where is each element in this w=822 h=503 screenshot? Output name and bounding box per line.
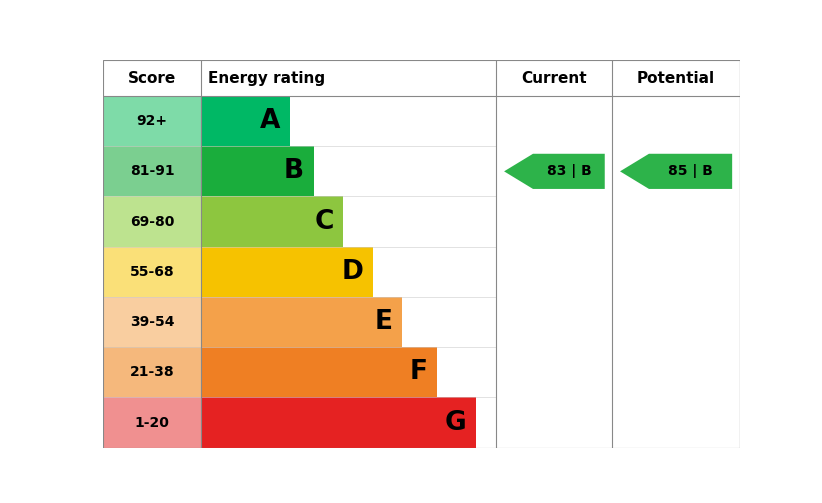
Bar — [201, 397, 496, 448]
Bar — [496, 297, 612, 347]
Text: G: G — [445, 409, 466, 436]
Bar — [201, 96, 496, 146]
Bar — [201, 146, 313, 197]
Bar — [201, 397, 476, 448]
Polygon shape — [620, 154, 732, 189]
Text: Score: Score — [128, 71, 176, 86]
Bar — [201, 297, 496, 347]
Text: 21-38: 21-38 — [130, 365, 174, 379]
Bar — [201, 347, 496, 397]
Bar — [612, 197, 740, 246]
Bar — [496, 146, 612, 197]
Bar — [103, 347, 201, 397]
Bar — [201, 297, 402, 347]
Bar — [103, 146, 201, 197]
Bar — [612, 246, 740, 297]
Bar — [201, 96, 290, 146]
Text: B: B — [284, 158, 304, 185]
Bar — [103, 297, 201, 347]
Text: 1-20: 1-20 — [135, 415, 169, 430]
Text: A: A — [260, 108, 280, 134]
Bar — [612, 96, 740, 146]
Bar — [496, 397, 612, 448]
Bar — [103, 246, 201, 297]
Text: 92+: 92+ — [136, 114, 168, 128]
Text: Current: Current — [522, 71, 587, 86]
Bar — [496, 96, 612, 146]
Text: 55-68: 55-68 — [130, 265, 174, 279]
Bar — [201, 246, 496, 297]
Bar — [201, 197, 343, 246]
Text: F: F — [410, 359, 428, 385]
Text: 83 | B: 83 | B — [547, 164, 591, 179]
Bar — [496, 197, 612, 246]
Polygon shape — [504, 154, 605, 189]
Bar — [103, 197, 201, 246]
Bar — [612, 146, 740, 197]
Bar — [496, 246, 612, 297]
Text: 85 | B: 85 | B — [668, 164, 713, 179]
Bar — [201, 347, 437, 397]
Bar — [496, 347, 612, 397]
Bar — [103, 96, 201, 146]
Text: D: D — [341, 259, 363, 285]
Text: Energy rating: Energy rating — [208, 71, 325, 86]
Bar — [612, 397, 740, 448]
Text: 81-91: 81-91 — [130, 164, 174, 179]
Bar — [201, 146, 496, 197]
Text: Potential: Potential — [637, 71, 715, 86]
Text: 39-54: 39-54 — [130, 315, 174, 329]
Bar — [612, 297, 740, 347]
Bar — [103, 397, 201, 448]
Bar — [612, 347, 740, 397]
Text: 69-80: 69-80 — [130, 215, 174, 228]
Bar — [201, 197, 496, 246]
Text: C: C — [314, 209, 334, 234]
Text: E: E — [375, 309, 393, 335]
Bar — [201, 246, 372, 297]
